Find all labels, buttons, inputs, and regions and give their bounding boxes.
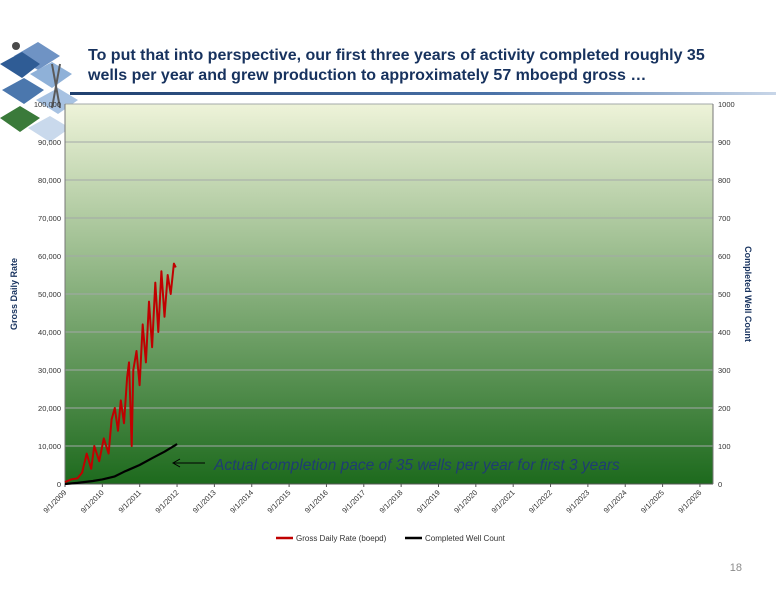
y2-tick-label: 0 (718, 480, 722, 489)
y2-axis-title: Completed Well Count (743, 246, 753, 342)
legend-label-well-count: Completed Well Count (425, 534, 506, 543)
x-tick-label: 9/1/2026 (676, 488, 703, 515)
y2-tick-label: 400 (718, 328, 731, 337)
y2-tick-label: 700 (718, 214, 731, 223)
slide-title: To put that into perspective, our first … (88, 47, 705, 84)
y-tick-label: 0 (57, 480, 61, 489)
y2-tick-label: 500 (718, 290, 731, 299)
legend-label-gross-rate: Gross Daily Rate (boepd) (296, 534, 387, 543)
x-tick-label: 9/1/2011 (116, 488, 143, 515)
y-tick-label: 50,000 (38, 290, 61, 299)
x-tick-label: 9/1/2021 (490, 488, 517, 515)
y-tick-label: 10,000 (38, 442, 61, 451)
x-tick-label: 9/1/2017 (340, 488, 367, 515)
x-tick-label: 9/1/2013 (191, 488, 218, 515)
y2-tick-label: 800 (718, 176, 731, 185)
x-tick-label: 9/1/2023 (564, 488, 591, 515)
x-tick-label: 9/1/2019 (415, 488, 442, 515)
y-tick-label: 90,000 (38, 138, 61, 147)
legend: Gross Daily Rate (boepd) Completed Well … (276, 534, 506, 543)
company-logo-mosaic (0, 34, 78, 164)
x-tick-label: 9/1/2009 (41, 488, 68, 515)
x-tick-label: 9/1/2015 (265, 488, 292, 515)
y-tick-label: 100,000 (34, 100, 61, 109)
x-tick-label: 9/1/2025 (639, 488, 666, 515)
y2-tick-label: 600 (718, 252, 731, 261)
x-tick-label: 9/1/2018 (378, 488, 405, 515)
y-tick-label: 60,000 (38, 252, 61, 261)
page-number: 18 (729, 562, 742, 574)
y-tick-label: 30,000 (38, 366, 61, 375)
series-completed-well-count (64, 443, 178, 486)
x-tick-label: 9/1/2024 (602, 488, 629, 515)
y2-tick-label: 100 (718, 442, 731, 451)
title-divider (70, 92, 776, 95)
x-tick-label: 9/1/2014 (228, 488, 255, 515)
y2-tick-label: 300 (718, 366, 731, 375)
x-tick-label: 9/1/2016 (303, 488, 330, 515)
y-axis-title: Gross Daily Rate (9, 258, 19, 330)
x-tick-label: 9/1/2022 (527, 488, 554, 515)
annotation-arrow (171, 458, 205, 468)
x-tick-label: 9/1/2020 (452, 488, 479, 515)
y-tick-label: 40,000 (38, 328, 61, 337)
y2-tick-label: 1000 (718, 100, 735, 109)
y2-tick-label: 200 (718, 404, 731, 413)
x-tick-label: 9/1/2012 (153, 488, 180, 515)
y2-tick-label: 900 (718, 138, 731, 147)
series-gross-daily-rate (64, 262, 177, 484)
y-tick-label: 20,000 (38, 404, 61, 413)
x-tick-label: 9/1/2010 (79, 488, 106, 515)
y-tick-label: 70,000 (38, 214, 61, 223)
y-tick-label: 80,000 (38, 176, 61, 185)
annotation-label: Actual completion pace of 35 wells per y… (213, 457, 620, 474)
